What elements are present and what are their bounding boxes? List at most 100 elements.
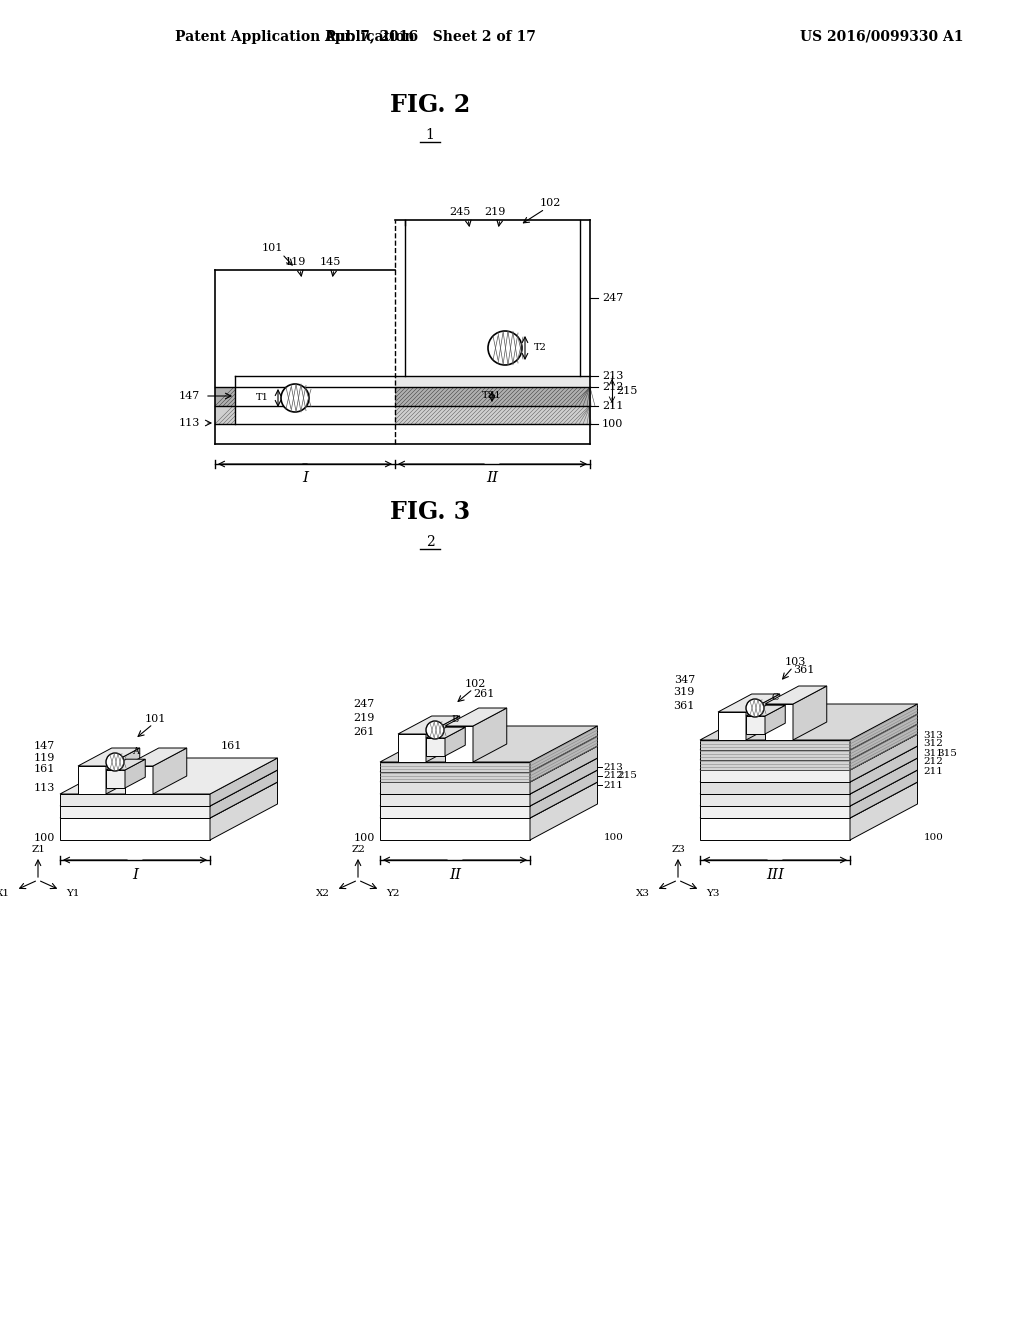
Text: 161: 161 (34, 764, 55, 774)
Polygon shape (700, 746, 918, 781)
Polygon shape (426, 727, 465, 738)
Polygon shape (700, 760, 850, 770)
Polygon shape (380, 746, 597, 781)
Polygon shape (380, 762, 530, 772)
Text: Z2: Z2 (351, 846, 365, 854)
Polygon shape (426, 738, 445, 756)
Text: 113: 113 (34, 783, 55, 793)
Text: 103: 103 (784, 657, 806, 667)
Text: 102: 102 (540, 198, 561, 209)
Bar (215, 387, 590, 407)
Polygon shape (700, 741, 850, 750)
Text: 101: 101 (144, 714, 166, 723)
Polygon shape (380, 758, 597, 795)
Polygon shape (700, 723, 918, 760)
Text: X2: X2 (316, 888, 330, 898)
Text: 245: 245 (450, 207, 471, 216)
Text: 147: 147 (34, 741, 55, 751)
Text: 100: 100 (602, 418, 624, 429)
Polygon shape (60, 818, 210, 840)
Polygon shape (700, 795, 850, 807)
Polygon shape (380, 770, 597, 807)
Polygon shape (850, 746, 918, 795)
Polygon shape (445, 708, 507, 726)
Text: 211: 211 (602, 401, 624, 411)
Text: Y2: Y2 (386, 888, 399, 898)
Polygon shape (398, 715, 460, 734)
Polygon shape (78, 748, 139, 766)
Polygon shape (60, 795, 210, 807)
Text: FIG. 3: FIG. 3 (390, 500, 470, 524)
Circle shape (106, 752, 124, 771)
Text: TS1: TS1 (482, 392, 502, 400)
Text: II: II (449, 869, 461, 882)
Polygon shape (700, 818, 850, 840)
Text: 311: 311 (924, 748, 943, 758)
Text: 212: 212 (602, 381, 624, 392)
Text: 1: 1 (426, 128, 434, 143)
Polygon shape (530, 726, 597, 772)
Polygon shape (106, 748, 139, 795)
Circle shape (488, 331, 522, 366)
Text: Z1: Z1 (31, 846, 45, 854)
Polygon shape (793, 686, 826, 741)
Text: US 2016/0099330 A1: US 2016/0099330 A1 (800, 30, 964, 44)
Polygon shape (426, 715, 460, 762)
Bar (234, 376, 395, 424)
Text: C: C (771, 693, 779, 702)
Polygon shape (765, 705, 785, 734)
Polygon shape (700, 758, 918, 795)
Text: A: A (132, 747, 138, 755)
Text: 100: 100 (603, 833, 624, 842)
Text: I: I (302, 471, 308, 484)
Polygon shape (78, 766, 106, 795)
Polygon shape (765, 686, 826, 704)
Polygon shape (210, 781, 278, 840)
Polygon shape (60, 807, 210, 818)
Polygon shape (380, 772, 530, 781)
Text: 261: 261 (353, 727, 375, 737)
Circle shape (426, 721, 444, 739)
Text: 213: 213 (603, 763, 624, 771)
Text: 319: 319 (674, 686, 695, 697)
Text: 261: 261 (473, 689, 495, 700)
Polygon shape (445, 727, 465, 756)
Text: 119: 119 (285, 257, 306, 267)
Text: 147: 147 (179, 391, 200, 401)
Polygon shape (765, 704, 793, 741)
Text: 312: 312 (924, 739, 943, 748)
Text: 347: 347 (674, 675, 695, 685)
Bar (215, 387, 590, 444)
Circle shape (281, 384, 309, 412)
Polygon shape (850, 770, 918, 818)
Polygon shape (718, 694, 779, 711)
Text: 247: 247 (602, 293, 624, 304)
Bar (395, 376, 590, 387)
Polygon shape (445, 726, 473, 762)
Polygon shape (106, 770, 125, 788)
Polygon shape (530, 770, 597, 818)
Text: II: II (486, 471, 498, 484)
Bar (215, 376, 395, 387)
Text: 119: 119 (34, 752, 55, 763)
Text: 215: 215 (616, 385, 637, 396)
Text: 212: 212 (603, 771, 624, 780)
Polygon shape (850, 714, 918, 760)
Polygon shape (530, 781, 597, 840)
Text: X1: X1 (0, 888, 10, 898)
Polygon shape (700, 734, 918, 770)
Text: I: I (132, 869, 138, 882)
Polygon shape (60, 770, 278, 807)
Polygon shape (700, 770, 918, 807)
Text: 100: 100 (353, 833, 375, 843)
Polygon shape (746, 694, 779, 741)
Text: Patent Application Publication: Patent Application Publication (175, 30, 415, 44)
Polygon shape (700, 714, 918, 750)
Polygon shape (380, 726, 597, 762)
Polygon shape (380, 781, 530, 795)
Text: 102: 102 (464, 678, 485, 689)
Text: 313: 313 (924, 731, 943, 741)
Polygon shape (380, 795, 530, 807)
Polygon shape (380, 818, 530, 840)
Text: 161: 161 (220, 741, 242, 751)
